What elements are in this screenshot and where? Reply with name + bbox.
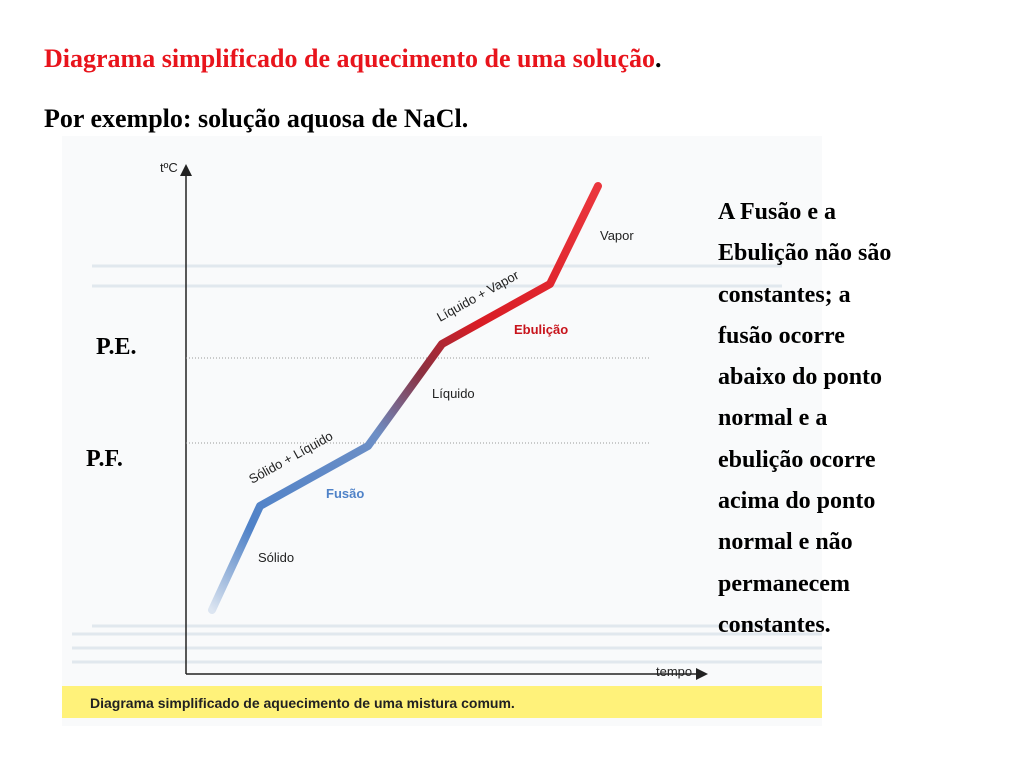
side-text-line: ebulição ocorre	[718, 446, 876, 473]
side-explanation: A Fusão e a Ebulição não são constantes;…	[718, 192, 988, 646]
side-text-line: abaixo do ponto	[718, 364, 883, 391]
pf-marker-label: P.F.	[86, 446, 123, 472]
phase-label-ebulicao: Ebulição	[514, 322, 568, 337]
phase-label-vapor: Vapor	[600, 228, 634, 243]
slide-title-text: Diagrama simplificado de aquecimento de …	[44, 44, 655, 73]
slide-title: Diagrama simplificado de aquecimento de …	[44, 44, 662, 74]
side-text-line: constantes; a	[718, 281, 851, 308]
slide-title-dot: .	[655, 44, 662, 73]
pe-marker-label: P.E.	[96, 334, 137, 360]
phase-label-fusao: Fusão	[326, 486, 364, 501]
side-text-line: Ebulição não são	[718, 240, 892, 267]
side-text-line: acima do ponto	[718, 488, 876, 515]
scan-background	[72, 264, 822, 664]
side-text-line: normal e não	[718, 529, 853, 556]
phase-label-liquido: Líquido	[432, 386, 475, 401]
heating-curve-figure: tºC tempo Sólido Sólido + Líquido Fusão …	[62, 136, 822, 726]
phase-label-solido: Sólido	[258, 550, 294, 565]
phase-label-liquido-vapor: Líquido + Vapor	[434, 267, 522, 325]
slide-subtitle: Por exemplo: solução aquosa de NaCl.	[44, 104, 469, 133]
side-text-line: A Fusão e a	[718, 199, 837, 225]
phase-label-solido-liquido: Sólido + Líquido	[246, 428, 335, 487]
side-text-line: constantes.	[718, 611, 831, 638]
caption-band	[62, 686, 822, 718]
x-axis-label: tempo	[656, 664, 692, 679]
figure-caption: Diagrama simplificado de aquecimento de …	[90, 695, 515, 711]
side-text-line: fusão ocorre	[718, 322, 845, 349]
side-text-line: normal e a	[718, 405, 828, 432]
y-axis-label: tºC	[160, 160, 178, 175]
heating-curve	[208, 182, 602, 614]
side-text-line: permanecem	[718, 570, 850, 597]
